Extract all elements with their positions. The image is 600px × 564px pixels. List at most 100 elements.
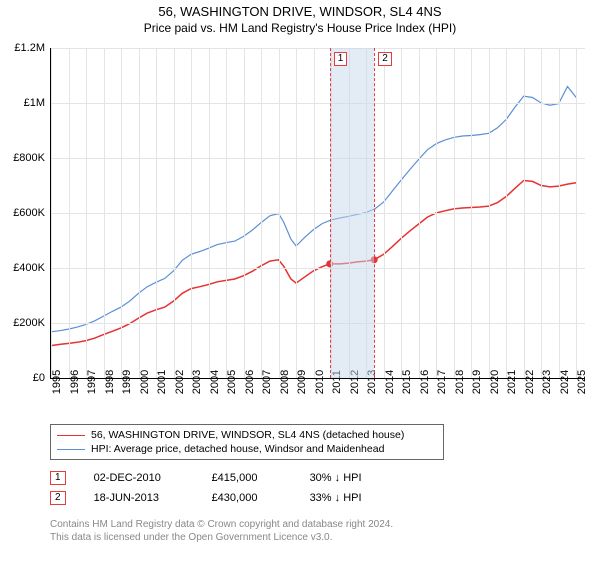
x-axis-label: 1995 [51,370,63,394]
y-axis-label: £800K [13,152,45,164]
gridline-v [139,48,140,378]
x-axis-label: 2020 [489,370,501,394]
x-axis-label: 2004 [209,370,221,394]
legend-label-property: 56, WASHINGTON DRIVE, WINDSOR, SL4 4NS (… [91,428,404,442]
x-axis-label: 2007 [261,370,273,394]
gridline-h [51,103,585,104]
legend-row-hpi: HPI: Average price, detached house, Wind… [57,442,437,456]
gridline-v [226,48,227,378]
sale-number-box: 1 [50,471,66,485]
x-axis-label: 2017 [436,370,448,394]
gridline-v [489,48,490,378]
footnote: Contains HM Land Registry data © Crown c… [50,518,584,544]
x-axis-label: 1997 [86,370,98,394]
sales-table: 1 02-DEC-2010 £415,000 30% ↓ HPI 2 18-JU… [50,468,584,508]
gridline-h [51,213,585,214]
gridline-v [86,48,87,378]
x-axis-label: 2003 [191,370,203,394]
gridline-v [296,48,297,378]
gridline-v [401,48,402,378]
x-axis-label: 2005 [226,370,238,394]
x-axis-label: 2014 [384,370,396,394]
sale-vline-label: 2 [378,52,392,66]
x-axis-label: 2015 [401,370,413,394]
gridline-v [384,48,385,378]
gridline-v [261,48,262,378]
sale-price: £415,000 [212,468,282,488]
gridline-v [436,48,437,378]
gridline-v [174,48,175,378]
sale-vline [330,48,331,378]
x-axis-label: 2000 [139,370,151,394]
x-axis-label: 2009 [296,370,308,394]
gridline-v [419,48,420,378]
gridline-v [454,48,455,378]
x-axis-label: 2001 [156,370,168,394]
y-axis-label: £1.2M [14,42,45,54]
gridline-v [314,48,315,378]
sale-date: 02-DEC-2010 [94,468,184,488]
gridline-v [541,48,542,378]
gridline-v [576,48,577,378]
gridline-h [51,323,585,324]
sale-number-box: 2 [50,491,66,505]
gridline-v [156,48,157,378]
x-axis-label: 1999 [121,370,133,394]
sale-price: £430,000 [212,488,282,508]
legend-swatch-hpi [57,449,85,450]
legend-swatch-property [57,435,85,436]
gridline-h [51,158,585,159]
gridline-v [121,48,122,378]
legend-label-hpi: HPI: Average price, detached house, Wind… [91,442,384,456]
gridline-h [51,268,585,269]
legend-row-property: 56, WASHINGTON DRIVE, WINDSOR, SL4 4NS (… [57,428,437,442]
gridline-v [279,48,280,378]
y-axis-label: £0 [33,372,45,384]
footnote-line: This data is licensed under the Open Gov… [50,531,584,544]
gridline-v [471,48,472,378]
x-axis-label: 2002 [174,370,186,394]
x-axis-label: 2019 [471,370,483,394]
gridline-v [244,48,245,378]
sales-row: 2 18-JUN-2013 £430,000 33% ↓ HPI [50,488,584,508]
x-axis-label: 1998 [104,370,116,394]
gridline-v [104,48,105,378]
plot-area: £0£200K£400K£600K£800K£1M£1.2M1995199619… [50,48,585,379]
gridline-v [209,48,210,378]
gridline-v [506,48,507,378]
y-axis-label: £200K [13,317,45,329]
gridline-v [51,48,52,378]
sale-delta: 33% ↓ HPI [310,488,362,508]
x-axis-label: 1996 [69,370,81,394]
footnote-line: Contains HM Land Registry data © Crown c… [50,518,584,531]
x-axis-label: 2010 [314,370,326,394]
sale-vline [374,48,375,378]
x-axis-label: 2024 [559,370,571,394]
sales-row: 1 02-DEC-2010 £415,000 30% ↓ HPI [50,468,584,488]
y-axis-label: £1M [24,97,45,109]
x-axis-label: 2021 [506,370,518,394]
gridline-v [524,48,525,378]
legend-box: 56, WASHINGTON DRIVE, WINDSOR, SL4 4NS (… [50,424,444,460]
gridline-v [191,48,192,378]
sale-period-band [330,48,374,378]
chart-container: 56, WASHINGTON DRIVE, WINDSOR, SL4 4NS P… [0,4,600,564]
x-axis-label: 2022 [524,370,536,394]
y-axis-label: £600K [13,207,45,219]
chart-title: 56, WASHINGTON DRIVE, WINDSOR, SL4 4NS [0,4,600,19]
y-axis-label: £400K [13,262,45,274]
legend-and-table: 56, WASHINGTON DRIVE, WINDSOR, SL4 4NS (… [50,424,584,544]
x-axis-label: 2006 [244,370,256,394]
x-axis-label: 2018 [454,370,466,394]
gridline-v [69,48,70,378]
chart-subtitle: Price paid vs. HM Land Registry's House … [0,21,600,35]
x-axis-label: 2023 [541,370,553,394]
sale-vline-label: 1 [334,52,348,66]
x-axis-label: 2016 [419,370,431,394]
gridline-h [51,48,585,49]
x-axis-label: 2025 [576,370,588,394]
gridline-v [559,48,560,378]
x-axis-label: 2008 [279,370,291,394]
sale-date: 18-JUN-2013 [94,488,184,508]
sale-delta: 30% ↓ HPI [310,468,362,488]
